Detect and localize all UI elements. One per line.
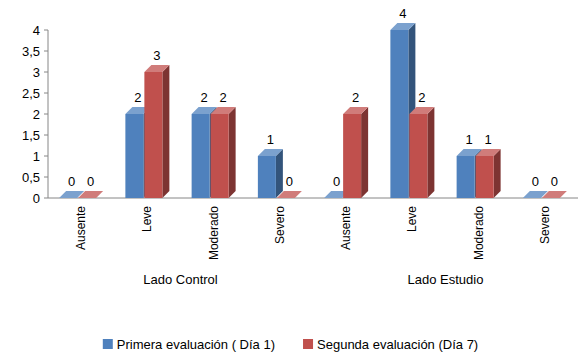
bar-top xyxy=(78,191,103,198)
axis-line xyxy=(48,30,49,198)
tick-label: 3 xyxy=(33,65,40,80)
legend-label: Segunda evaluación (Día 7) xyxy=(317,337,478,352)
bars xyxy=(59,23,567,198)
tick-label: 1,5 xyxy=(22,128,40,143)
tick-mark xyxy=(44,72,48,73)
bar-front xyxy=(390,30,408,198)
category-label: Moderado xyxy=(472,206,486,260)
bar-side xyxy=(427,107,434,198)
data-label: 0 xyxy=(333,174,340,189)
chart: 00,511,522,533,540221041003202210Ausente… xyxy=(0,0,581,358)
data-label: 1 xyxy=(267,132,274,147)
category-label: Ausente xyxy=(339,206,353,250)
legend-label: Primera evaluación ( Día 1) xyxy=(117,337,275,352)
bar-front xyxy=(192,114,210,198)
tick-label: 3,5 xyxy=(22,44,40,59)
tick-label: 2 xyxy=(33,107,40,122)
data-label: 2 xyxy=(134,90,141,105)
data-label: 2 xyxy=(418,90,425,105)
data-label: 0 xyxy=(68,174,75,189)
bar-top xyxy=(258,149,283,156)
category-label: Ausente xyxy=(74,206,88,250)
tick-mark xyxy=(44,51,48,52)
bar-front xyxy=(476,156,494,198)
tick-label: 2,5 xyxy=(22,86,40,101)
bar-side xyxy=(361,107,368,198)
group-label: Lado Control xyxy=(143,272,218,287)
data-label: 0 xyxy=(286,174,293,189)
legend-swatch xyxy=(103,339,113,349)
data-label: 0 xyxy=(87,174,94,189)
data-labels: 0221041003202210 xyxy=(68,6,558,189)
bar-front xyxy=(542,198,560,199)
data-label: 2 xyxy=(220,90,227,105)
bar-front xyxy=(324,198,342,199)
category-label: Leve xyxy=(405,206,419,232)
bar xyxy=(258,149,283,198)
bar-front xyxy=(211,114,229,198)
bar xyxy=(211,107,236,198)
data-label: 0 xyxy=(551,174,558,189)
tick-label: 4 xyxy=(33,23,40,38)
bar-side xyxy=(494,149,501,198)
category-label: Leve xyxy=(140,206,154,232)
data-label: 2 xyxy=(352,90,359,105)
bar-front xyxy=(343,114,361,198)
bar-top xyxy=(277,191,302,198)
bar-front xyxy=(78,198,96,199)
data-label: 3 xyxy=(153,48,160,63)
tick-mark xyxy=(44,177,48,178)
tick-label: 0,5 xyxy=(22,170,40,185)
bar-front xyxy=(523,198,541,199)
bar-front xyxy=(144,72,162,198)
legend-swatch xyxy=(303,339,313,349)
tick-mark xyxy=(44,156,48,157)
data-label: 1 xyxy=(485,132,492,147)
bar-top xyxy=(144,65,169,72)
y-axis: 0 0,5 1 1,5 2 2,5 3 3,5 4 xyxy=(22,23,578,206)
category-label: Severo xyxy=(538,206,552,244)
data-label: 1 xyxy=(466,132,473,147)
bar xyxy=(343,107,368,198)
tick-mark xyxy=(44,30,48,31)
data-label: 0 xyxy=(532,174,539,189)
category-label: Moderado xyxy=(207,206,221,260)
bar xyxy=(409,107,434,198)
tick-mark xyxy=(44,135,48,136)
bar xyxy=(277,191,302,198)
bar-front xyxy=(125,114,143,198)
x-axis: Ausente Leve Moderado Severo Ausente Leve Mode… xyxy=(74,206,552,287)
bar-front xyxy=(457,156,475,198)
data-label: 4 xyxy=(399,6,406,21)
bar-top xyxy=(476,149,501,156)
bar-front xyxy=(258,156,276,198)
bar-top xyxy=(542,191,567,198)
bar xyxy=(542,191,567,198)
bar-top xyxy=(343,107,368,114)
bar xyxy=(476,149,501,198)
tick-label: 1 xyxy=(33,149,40,164)
legend: Primera evaluación ( Día 1) Segunda evalu… xyxy=(103,337,478,352)
tick-mark xyxy=(44,93,48,94)
bar-top xyxy=(390,23,415,30)
bar-top xyxy=(409,107,434,114)
bar-front xyxy=(277,198,295,199)
bar-side xyxy=(229,107,236,198)
group-label: Lado Estudio xyxy=(408,272,484,287)
bar-front xyxy=(409,114,427,198)
data-label: 2 xyxy=(201,90,208,105)
bar-side xyxy=(276,149,283,198)
tick-mark xyxy=(44,114,48,115)
bar xyxy=(78,191,103,198)
tick-label: 0 xyxy=(33,191,40,206)
bar-front xyxy=(59,198,77,199)
category-label: Severo xyxy=(273,206,287,244)
bar xyxy=(144,65,169,198)
bar-top xyxy=(211,107,236,114)
tick-mark xyxy=(44,198,48,199)
bar-side xyxy=(162,65,169,198)
